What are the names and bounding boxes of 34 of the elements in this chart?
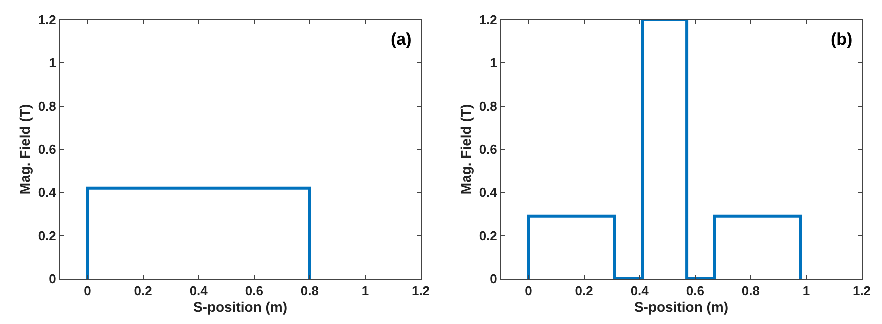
x-axis-title: S-position (m) bbox=[634, 298, 729, 315]
y-tick-label: 1 bbox=[49, 56, 56, 71]
x-tick-label: 1.2 bbox=[852, 284, 872, 299]
x-tick-label: 0.2 bbox=[575, 284, 594, 299]
x-tick-label: 0.8 bbox=[300, 284, 319, 299]
x-tick-label: 0 bbox=[84, 284, 92, 299]
y-tick-label: 1.2 bbox=[479, 12, 498, 28]
y-tick-label: 0.8 bbox=[479, 98, 498, 114]
y-tick-label: 0.2 bbox=[479, 228, 498, 244]
x-tick-label: 1.2 bbox=[412, 284, 430, 299]
y-tick-label: 1.2 bbox=[38, 12, 56, 28]
y-tick-label: 0 bbox=[490, 272, 498, 287]
x-tick-label: 0.6 bbox=[686, 284, 704, 299]
annotation: (b) bbox=[831, 30, 853, 49]
y-tick-label: 0.2 bbox=[38, 228, 56, 244]
y-tick-label: 0.8 bbox=[38, 98, 56, 114]
y-axis-title: Mag. Field (T) bbox=[16, 104, 33, 195]
y-tick-label: 0.4 bbox=[479, 185, 498, 200]
x-tick-label: 1 bbox=[362, 284, 370, 299]
y-tick-label: 0.6 bbox=[38, 142, 56, 158]
y-axis-title: Mag. Field (T) bbox=[458, 104, 474, 195]
x-axis-title: S-position (m) bbox=[193, 298, 288, 315]
annotation: (a) bbox=[391, 30, 412, 49]
x-tick-label: 0.4 bbox=[630, 284, 650, 299]
y-tick-label: 1 bbox=[490, 56, 498, 71]
y-tick-label: 0.6 bbox=[479, 142, 498, 158]
y-tick-label: 0 bbox=[49, 272, 56, 287]
x-tick-label: 1 bbox=[802, 284, 810, 299]
x-tick-label: 0.4 bbox=[190, 284, 209, 299]
x-tick-label: 0.8 bbox=[742, 284, 760, 299]
y-tick-label: 0.4 bbox=[38, 185, 58, 200]
x-tick-label: 0.6 bbox=[245, 284, 264, 299]
x-tick-label: 0 bbox=[525, 284, 532, 299]
x-tick-label: 0.2 bbox=[134, 284, 152, 299]
